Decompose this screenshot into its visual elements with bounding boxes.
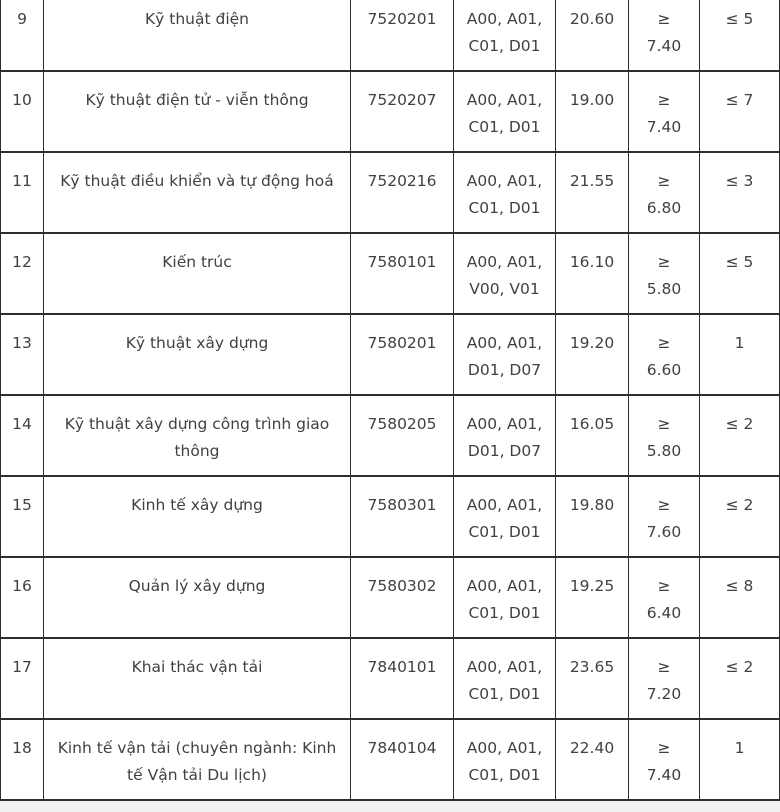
table-row: 9 Kỹ thuật điện 7520201 A00, A01, C01, D…	[0, 0, 780, 72]
major-name: Kinh tế xây dựng	[44, 477, 351, 558]
priority-criterion: ≤ 5	[700, 234, 780, 315]
major-code: 7580101	[351, 234, 454, 315]
row-number: 18	[0, 720, 44, 801]
table-row: 15 Kinh tế xây dựng 7580301 A00, A01, C0…	[0, 477, 780, 558]
major-code: 7520201	[351, 0, 454, 72]
row-number: 12	[0, 234, 44, 315]
major-name: Kỹ thuật điện tử - viễn thông	[44, 72, 351, 153]
priority-criterion: 1	[700, 315, 780, 396]
major-name: Kinh tế vận tải (chuyên ngành: Kinh tế V…	[44, 720, 351, 801]
priority-criterion: 1	[700, 720, 780, 801]
subject-combinations: A00, A01, C01, D01	[454, 153, 556, 234]
english-min-score: ≥ 5.80	[629, 396, 700, 477]
major-code: 7520216	[351, 153, 454, 234]
benchmark-score: 19.25	[556, 558, 629, 639]
major-code: 7580205	[351, 396, 454, 477]
major-code: 7580301	[351, 477, 454, 558]
major-name: Kiến trúc	[44, 234, 351, 315]
benchmark-score: 20.60	[556, 0, 629, 72]
row-number: 9	[0, 0, 44, 72]
priority-criterion: ≤ 5	[700, 0, 780, 72]
table-row: 12 Kiến trúc 7580101 A00, A01, V00, V01 …	[0, 234, 780, 315]
priority-criterion: ≤ 2	[700, 477, 780, 558]
major-code: 7840101	[351, 639, 454, 720]
english-min-score: ≥ 6.80	[629, 153, 700, 234]
english-min-score: ≥ 7.20	[629, 639, 700, 720]
table-row: 13 Kỹ thuật xây dựng 7580201 A00, A01, D…	[0, 315, 780, 396]
subject-combinations: A00, A01, C01, D01	[454, 0, 556, 72]
table-row: 11 Kỹ thuật điều khiển và tự động hoá 75…	[0, 153, 780, 234]
benchmark-score: 23.65	[556, 639, 629, 720]
major-code: 7840104	[351, 720, 454, 801]
benchmark-score: 19.80	[556, 477, 629, 558]
table-row: 16 Quản lý xây dựng 7580302 A00, A01, C0…	[0, 558, 780, 639]
row-number: 15	[0, 477, 44, 558]
priority-criterion: ≤ 3	[700, 153, 780, 234]
priority-criterion: ≤ 8	[700, 558, 780, 639]
subject-combinations: A00, A01, C01, D01	[454, 639, 556, 720]
major-name: Kỹ thuật xây dựng công trình giao thông	[44, 396, 351, 477]
major-name: Kỹ thuật điều khiển và tự động hoá	[44, 153, 351, 234]
english-min-score: ≥ 7.40	[629, 720, 700, 801]
english-min-score: ≥ 5.80	[629, 234, 700, 315]
english-min-score: ≥ 6.40	[629, 558, 700, 639]
table-row: 14 Kỹ thuật xây dựng công trình giao thô…	[0, 396, 780, 477]
benchmark-score: 16.05	[556, 396, 629, 477]
row-number: 14	[0, 396, 44, 477]
english-min-score: ≥ 7.40	[629, 72, 700, 153]
benchmark-score: 22.40	[556, 720, 629, 801]
english-min-score: ≥ 6.60	[629, 315, 700, 396]
row-number: 17	[0, 639, 44, 720]
priority-criterion: ≤ 2	[700, 639, 780, 720]
benchmark-score: 21.55	[556, 153, 629, 234]
major-code: 7580302	[351, 558, 454, 639]
row-number: 13	[0, 315, 44, 396]
benchmark-score: 19.20	[556, 315, 629, 396]
benchmark-score: 19.00	[556, 72, 629, 153]
english-min-score: ≥ 7.60	[629, 477, 700, 558]
row-number: 16	[0, 558, 44, 639]
subject-combinations: A00, A01, C01, D01	[454, 558, 556, 639]
priority-criterion: ≤ 2	[700, 396, 780, 477]
subject-combinations: A00, A01, V00, V01	[454, 234, 556, 315]
major-name: Khai thác vận tải	[44, 639, 351, 720]
page-background-strip	[0, 801, 780, 812]
table-row: 17 Khai thác vận tải 7840101 A00, A01, C…	[0, 639, 780, 720]
table-row: 10 Kỹ thuật điện tử - viễn thông 7520207…	[0, 72, 780, 153]
row-number: 11	[0, 153, 44, 234]
subject-combinations: A00, A01, C01, D01	[454, 477, 556, 558]
major-name: Kỹ thuật điện	[44, 0, 351, 72]
english-min-score: ≥ 7.40	[629, 0, 700, 72]
subject-combinations: A00, A01, C01, D01	[454, 72, 556, 153]
subject-combinations: A00, A01, C01, D01	[454, 720, 556, 801]
major-name: Quản lý xây dựng	[44, 558, 351, 639]
major-code: 7520207	[351, 72, 454, 153]
major-name: Kỹ thuật xây dựng	[44, 315, 351, 396]
subject-combinations: A00, A01, D01, D07	[454, 396, 556, 477]
priority-criterion: ≤ 7	[700, 72, 780, 153]
benchmark-score: 16.10	[556, 234, 629, 315]
subject-combinations: A00, A01, D01, D07	[454, 315, 556, 396]
row-number: 10	[0, 72, 44, 153]
major-code: 7580201	[351, 315, 454, 396]
table-row: 18 Kinh tế vận tải (chuyên ngành: Kinh t…	[0, 720, 780, 801]
